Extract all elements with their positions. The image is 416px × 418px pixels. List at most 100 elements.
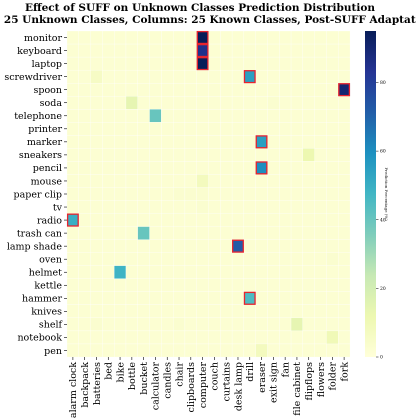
- heatmap-cell: [314, 187, 327, 201]
- heatmap-cell: [326, 56, 339, 71]
- heatmap-cell: [208, 122, 221, 136]
- heatmap-cell: [220, 187, 233, 201]
- row-label: marker: [27, 137, 63, 148]
- heatmap-cell: [231, 122, 245, 136]
- heatmap-cell: [149, 109, 162, 123]
- heatmap-cell: [66, 226, 79, 240]
- heatmap-cell: [255, 317, 268, 332]
- heatmap-cell: [267, 96, 280, 110]
- row-label: tv: [53, 202, 63, 213]
- heatmap-cell: [125, 291, 138, 306]
- heatmap-cell: [172, 83, 186, 97]
- heatmap-cell: [279, 200, 292, 214]
- heatmap-cell: [149, 278, 162, 293]
- colorbar-tick-label: 40: [380, 217, 386, 223]
- column-label: fork: [339, 362, 350, 382]
- heatmap-cells: [66, 30, 351, 358]
- heatmap-cell: [290, 96, 304, 110]
- highlight-box: [255, 161, 268, 175]
- heatmap-cell: [149, 43, 162, 58]
- heatmap-cell: [172, 148, 186, 162]
- heatmap-cell: [326, 161, 339, 175]
- heatmap-cell: [78, 69, 91, 84]
- heatmap-cell: [184, 317, 197, 332]
- heatmap-cell: [137, 343, 150, 358]
- heatmap-cell: [220, 135, 233, 149]
- heatmap-cell: [66, 83, 79, 97]
- heatmap-cell: [302, 278, 315, 293]
- heatmap-cell: [231, 330, 245, 345]
- heatmap-cell: [149, 304, 162, 319]
- heatmap-cell: [125, 187, 138, 201]
- heatmap-cell: [161, 226, 174, 240]
- heatmap-cell: [196, 252, 209, 266]
- column-label: couch: [210, 362, 221, 391]
- heatmap-cell: [243, 252, 256, 266]
- row-label: helmet: [29, 268, 62, 279]
- heatmap-cell: [149, 265, 162, 279]
- heatmap-cell: [90, 148, 103, 162]
- heatmap-cell: [326, 30, 339, 45]
- heatmap-cell: [196, 343, 209, 358]
- heatmap-cell: [208, 109, 221, 123]
- heatmap-cell: [208, 317, 221, 332]
- heatmap-cell: [114, 278, 127, 293]
- heatmap-cell: [338, 96, 351, 110]
- heatmap-cell: [314, 109, 327, 123]
- heatmap-cell: [326, 239, 339, 253]
- heatmap-cell: [338, 56, 351, 71]
- heatmap-cell: [137, 43, 150, 58]
- heatmap-cell: [267, 174, 280, 188]
- heatmap-cell: [137, 69, 150, 84]
- heatmap-cell: [243, 317, 256, 332]
- heatmap-cell: [137, 226, 150, 240]
- heatmap-cell: [172, 174, 186, 188]
- row-label: lamp shade: [7, 241, 63, 252]
- heatmap-cell: [267, 56, 280, 71]
- heatmap-cell: [267, 278, 280, 293]
- heatmap-cell: [78, 213, 91, 227]
- heatmap-cell: [114, 56, 127, 71]
- heatmap-cell: [220, 343, 233, 358]
- heatmap-cell: [243, 135, 256, 149]
- heatmap-cell: [66, 252, 79, 266]
- heatmap-cell: [326, 252, 339, 266]
- heatmap-cell: [78, 291, 91, 306]
- heatmap-cell: [290, 304, 304, 319]
- heatmap-cell: [161, 109, 174, 123]
- heatmap-cell: [172, 265, 186, 279]
- heatmap-cell: [208, 304, 221, 319]
- heatmap-cell: [66, 109, 79, 123]
- heatmap-cell: [255, 252, 268, 266]
- heatmap-cell: [255, 83, 268, 97]
- heatmap-cell: [66, 161, 79, 175]
- heatmap-cell: [172, 291, 186, 306]
- heatmap-cell: [279, 252, 292, 266]
- heatmap-cell: [149, 200, 162, 214]
- heatmap-cell: [279, 304, 292, 319]
- heatmap-cell: [149, 187, 162, 201]
- column-labels: alarm clock backpack batteries bed bike bottl…: [68, 357, 350, 418]
- heatmap-cell: [137, 187, 150, 201]
- heatmap-cell: [125, 161, 138, 175]
- heatmap-cell: [184, 148, 197, 162]
- heatmap-cell: [279, 213, 292, 227]
- heatmap-cell: [90, 161, 103, 175]
- heatmap-cell: [102, 226, 115, 240]
- heatmap-cell: [66, 135, 79, 149]
- heatmap-cell: [220, 330, 233, 345]
- heatmap-cell: [302, 343, 315, 358]
- heatmap-cell: [220, 122, 233, 136]
- heatmap-cell: [184, 174, 197, 188]
- heatmap-cell: [102, 252, 115, 266]
- heatmap-cell: [114, 109, 127, 123]
- heatmap-cell: [172, 187, 186, 201]
- heatmap-cell: [172, 161, 186, 175]
- heatmap-cell: [267, 213, 280, 227]
- heatmap-cell: [196, 226, 209, 240]
- heatmap-cell: [137, 330, 150, 345]
- heatmap-cell: [302, 304, 315, 319]
- heatmap-cell: [255, 226, 268, 240]
- heatmap-cell: [208, 200, 221, 214]
